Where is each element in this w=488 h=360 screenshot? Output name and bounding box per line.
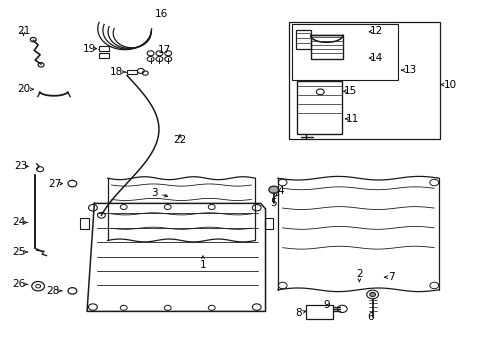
Bar [127, 70, 137, 74]
Bar [297, 81, 342, 134]
Text: 9: 9 [323, 300, 329, 310]
Text: 23: 23 [14, 161, 27, 171]
Text: 17: 17 [158, 45, 171, 55]
Text: 10: 10 [443, 80, 455, 90]
Bar [264, 218, 273, 229]
Text: 2: 2 [355, 269, 362, 279]
Text: 27: 27 [48, 179, 61, 189]
Text: 8: 8 [294, 308, 301, 318]
Text: 4: 4 [277, 186, 284, 196]
Bar [292, 24, 397, 80]
Bar [80, 218, 88, 229]
Text: 7: 7 [387, 272, 394, 282]
Text: 1: 1 [199, 260, 206, 270]
Text: 11: 11 [345, 114, 358, 124]
Text: 26: 26 [12, 279, 25, 289]
Text: 12: 12 [369, 26, 383, 36]
Bar [305, 305, 332, 319]
Text: 20: 20 [17, 84, 30, 94]
Bar [288, 22, 439, 139]
Bar [295, 30, 310, 49]
Text: 5: 5 [270, 198, 277, 208]
Text: 25: 25 [12, 247, 25, 257]
Text: 3: 3 [150, 188, 157, 198]
Text: 18: 18 [109, 67, 123, 77]
Text: 15: 15 [343, 86, 356, 96]
Text: 24: 24 [12, 217, 25, 228]
Circle shape [268, 186, 278, 193]
Bar [310, 35, 342, 59]
Text: 22: 22 [173, 135, 186, 145]
Circle shape [369, 292, 375, 297]
Bar [99, 53, 108, 58]
Text: 6: 6 [366, 312, 373, 322]
Text: 14: 14 [369, 53, 383, 63]
Bar [99, 46, 108, 51]
Text: 13: 13 [403, 65, 417, 75]
Text: 19: 19 [82, 44, 96, 54]
Text: 16: 16 [154, 9, 168, 19]
Text: 21: 21 [17, 26, 30, 36]
Text: 28: 28 [46, 286, 60, 296]
